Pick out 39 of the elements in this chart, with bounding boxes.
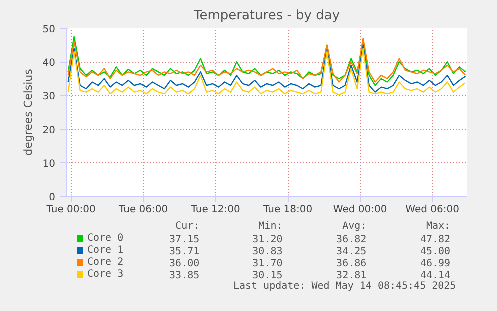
legend-label: Core 1 — [87, 245, 124, 256]
text: 31.20 — [252, 234, 283, 246]
text: 35.71 — [170, 246, 200, 258]
text: 36.82 — [336, 234, 367, 246]
x-tick-label: Tue 12:00 — [190, 204, 240, 216]
x-tick-label: Wed 00:00 — [333, 204, 388, 216]
y-tick-label: 0 — [49, 192, 56, 204]
text: 33.85 — [170, 270, 200, 282]
x-tick-label: Tue 06:00 — [118, 204, 168, 216]
text: 32.81 — [336, 270, 367, 282]
y-tick-label: 20 — [42, 125, 56, 136]
text: 36.86 — [336, 258, 367, 270]
legend-label: Core 0 — [87, 233, 124, 244]
y-tick-label: 10 — [42, 158, 56, 170]
text: 36.00 — [170, 258, 200, 270]
text: 34.25 — [336, 246, 367, 258]
text: 45.00 — [420, 246, 451, 258]
text: 46.99 — [420, 258, 451, 270]
text: Max: — [426, 221, 451, 232]
x-tick-label: Tue 18:00 — [262, 204, 313, 216]
text: Min: — [258, 221, 283, 232]
text: 47.82 — [420, 234, 451, 246]
text: Cur: — [176, 221, 200, 232]
text: 30.15 — [252, 270, 283, 282]
chart-title: Temperatures - by day — [192, 8, 340, 24]
legend-label: Core 3 — [87, 269, 124, 280]
text: 44.14 — [420, 270, 451, 282]
text: Avg: — [342, 221, 367, 232]
text: Last update: Wed May 14 08:45:45 2025 — [233, 281, 456, 292]
legend-label: Core 2 — [87, 257, 124, 268]
text: 30.83 — [252, 246, 283, 258]
text: 37.15 — [170, 234, 200, 246]
y-tick-label: 40 — [42, 58, 56, 70]
text: 31.70 — [252, 258, 283, 270]
y-axis-title: degrees Celsius — [22, 68, 35, 156]
y-tick-label: 50 — [42, 24, 56, 36]
x-tick-label: Wed 06:00 — [406, 204, 460, 216]
x-tick-label: Tue 00:00 — [46, 204, 96, 216]
y-tick-label: 30 — [42, 92, 56, 103]
